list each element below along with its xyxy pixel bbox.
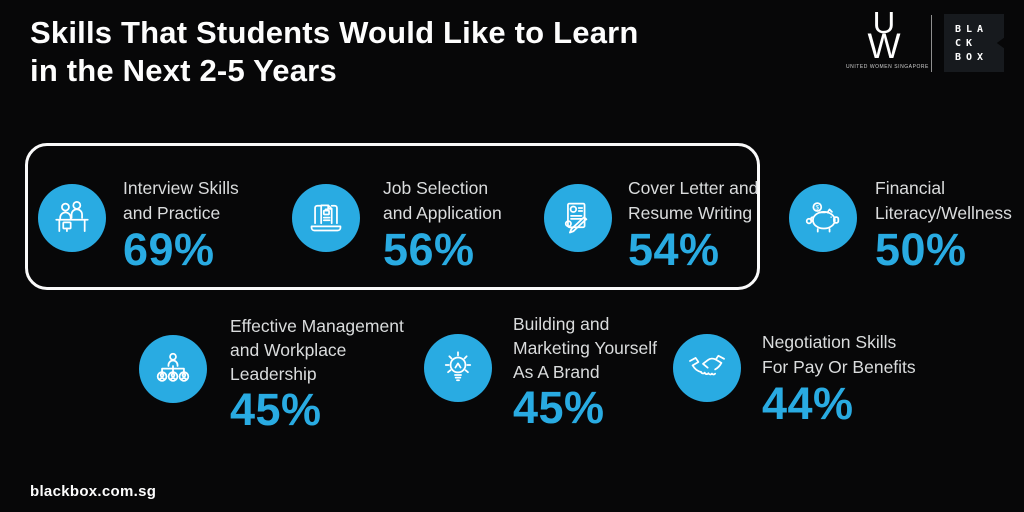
piggy-bank-icon: $ <box>789 184 857 252</box>
skill-label-line: and Application <box>383 203 502 223</box>
uws-monogram-u: U <box>872 5 896 40</box>
blackbox-logo: BLA CK BOX <box>944 14 1004 72</box>
interview-icon <box>38 184 106 252</box>
skill-item-negotiation: Negotiation Skills For Pay Or Benefits 4… <box>762 330 916 427</box>
uws-caption: UNITED WOMEN SINGAPORE <box>846 64 929 70</box>
skill-label-line: Leadership <box>230 364 317 384</box>
blackbox-logo-row1: BLA <box>955 24 989 35</box>
page-title: Skills That Students Would Like to Learn… <box>30 14 639 90</box>
skill-label-line: Interview Skills <box>123 178 239 198</box>
skill-value: 69% <box>123 224 215 275</box>
logo-divider <box>931 15 932 72</box>
page-title-line2: in the Next 2-5 Years <box>30 53 337 88</box>
skill-item-cover-letter: Cover Letter and Resume Writing 54% <box>628 176 758 273</box>
leadership-org-icon <box>139 335 207 403</box>
skill-value: 50% <box>875 224 967 275</box>
skill-label-line: and Practice <box>123 203 221 223</box>
blackbox-logo-row2: CK <box>955 38 978 49</box>
handshake-icon <box>673 334 741 402</box>
skill-label-line: Literacy/Wellness <box>875 203 1012 223</box>
skill-label-line: Resume Writing <box>628 203 753 223</box>
skill-value: 45% <box>230 384 322 435</box>
svg-text:$: $ <box>815 204 819 211</box>
page-title-line1: Skills That Students Would Like to Learn <box>30 15 639 50</box>
skill-label-line: Building and <box>513 314 610 334</box>
resume-writing-icon <box>544 184 612 252</box>
skill-label-line: For Pay Or Benefits <box>762 357 916 377</box>
skill-value: 56% <box>383 224 475 275</box>
skill-label-line: Marketing Yourself <box>513 338 657 358</box>
skill-value: 44% <box>762 378 854 429</box>
skill-label-line: As A Brand <box>513 362 600 382</box>
skill-label-line: Negotiation Skills <box>762 332 897 352</box>
skill-item-job-selection: Job Selection and Application 56% <box>383 176 502 273</box>
uws-monogram-w: W <box>867 27 901 66</box>
lightbulb-icon <box>424 334 492 402</box>
blackbox-logo-row3: BOX <box>955 52 989 63</box>
skill-label-line: Job Selection <box>383 178 489 198</box>
skill-item-personal-brand: Building and Marketing Yourself As A Bra… <box>513 312 657 431</box>
skill-value: 45% <box>513 382 605 433</box>
skill-label-line: Effective Management <box>230 316 404 336</box>
skill-value: 54% <box>628 224 720 275</box>
skill-item-financial-literacy: Financial Literacy/Wellness 50% <box>875 176 1012 273</box>
skill-label-line: Cover Letter and <box>628 178 759 198</box>
skill-item-interview: Interview Skills and Practice 69% <box>123 176 239 273</box>
laptop-application-icon <box>292 184 360 252</box>
website-url: blackbox.com.sg <box>30 483 157 500</box>
skill-item-management-leadership: Effective Management and Workplace Leade… <box>230 314 404 433</box>
skill-label-line: Financial <box>875 178 946 198</box>
top-skills-highlight-border <box>25 143 760 290</box>
skill-label-line: and Workplace <box>230 340 347 360</box>
united-women-singapore-logo: U W UNITED WOMEN SINGAPORE <box>846 5 929 70</box>
